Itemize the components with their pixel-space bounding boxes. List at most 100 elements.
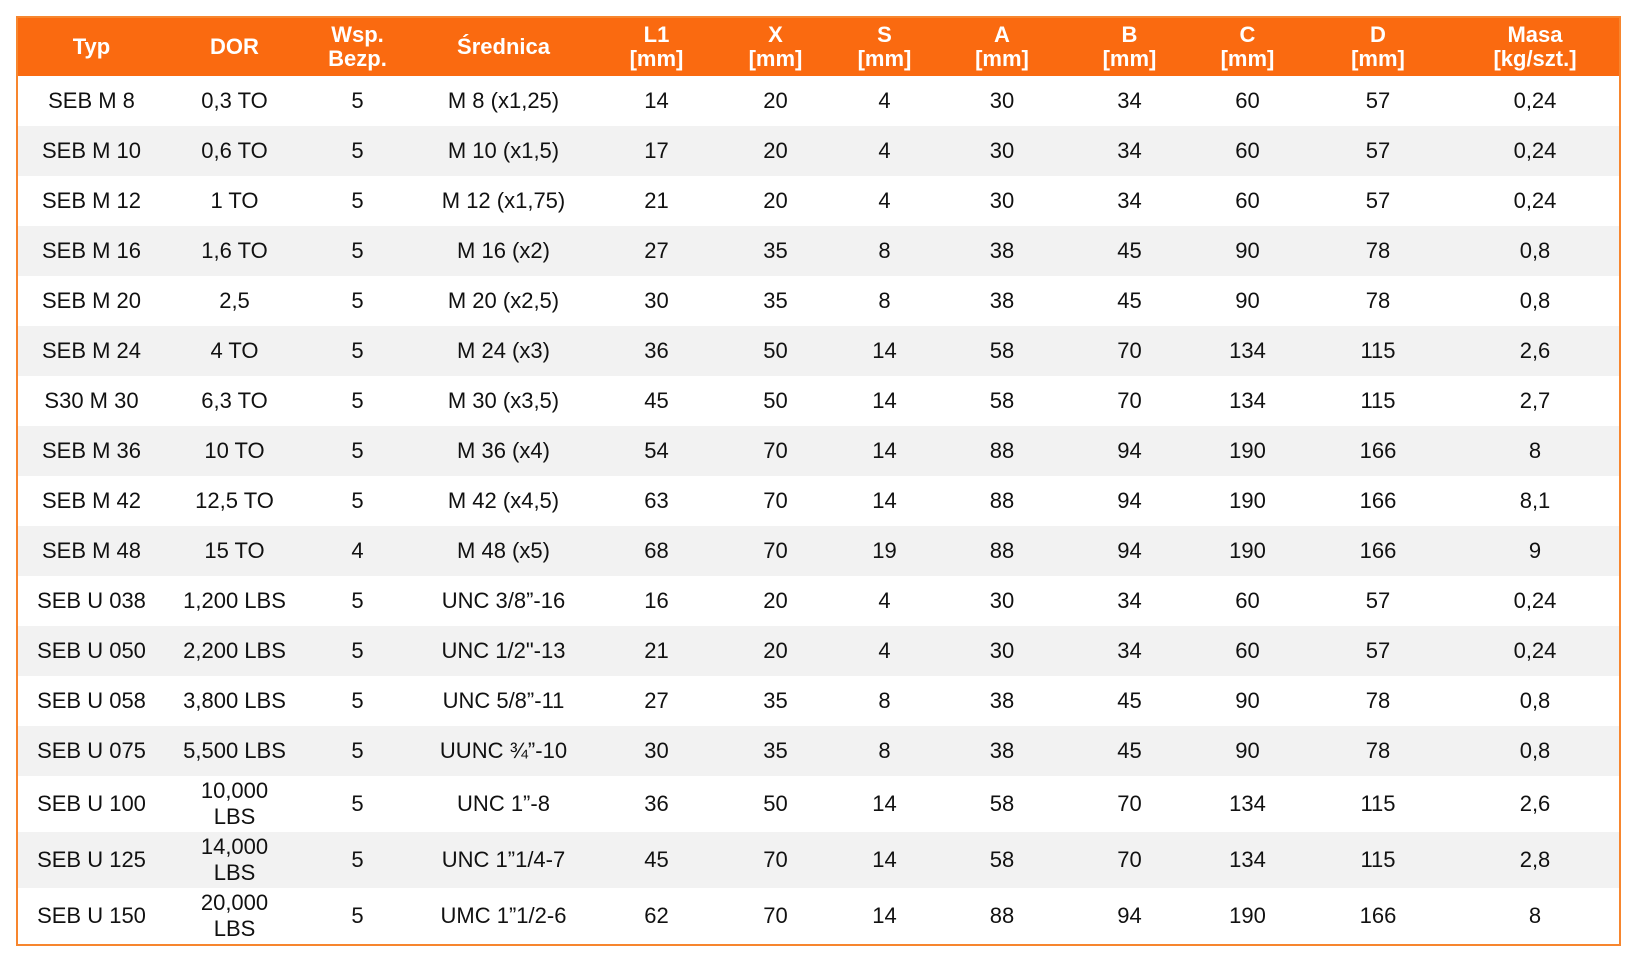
table-cell: 4 bbox=[878, 88, 891, 113]
table-cell: 2,6 bbox=[1519, 791, 1551, 816]
table-row: SEB U 058 3,800 LBS 5 UNC 5/8”-11 27 35 8 38 45 9… bbox=[17, 676, 1620, 726]
table-cell: 14 bbox=[834, 832, 935, 888]
table-cell: 8 bbox=[834, 726, 935, 776]
table-cell: 35 bbox=[717, 726, 834, 776]
table-cell: 30 bbox=[596, 726, 717, 776]
table-container: Typ DOR Wsp. Bezp. Średnica L1 [mm] X [mm] S [… bbox=[16, 16, 1621, 946]
table-cell: 9 bbox=[1451, 526, 1620, 576]
table-cell: 0,24 bbox=[1451, 626, 1620, 676]
table-cell: 88 bbox=[935, 526, 1069, 576]
table-cell: SEB U 058 bbox=[37, 688, 146, 713]
table-cell: 134 bbox=[1190, 326, 1305, 376]
table-cell: 4 TO bbox=[165, 326, 304, 376]
table-cell: 14 bbox=[834, 426, 935, 476]
table-cell: SEB M 20 bbox=[41, 288, 142, 313]
table-cell: 38 bbox=[935, 726, 1069, 776]
table-cell: 0,24 bbox=[1513, 188, 1557, 213]
table-cell: 5 bbox=[351, 188, 364, 213]
table-cell: 190 bbox=[1229, 488, 1266, 513]
table-cell: 30 bbox=[644, 288, 669, 313]
table-cell: 134 bbox=[1190, 832, 1305, 888]
table-cell: 5,500 LBS bbox=[165, 726, 304, 776]
table-cell: 90 bbox=[1235, 288, 1260, 313]
table-cell: M 10 (x1,5) bbox=[411, 126, 596, 176]
table-row: SEB U 150 20,000 LBS 5 UMC 1”1/2-6 62 70 14 88 9… bbox=[17, 888, 1620, 945]
table-row: S30 M 30 6,3 TO 5 M 30 (x3,5) 45 50 14 58 70 134 1… bbox=[17, 376, 1620, 426]
header-cell: DOR bbox=[165, 17, 304, 76]
table-cell: 15 TO bbox=[165, 526, 304, 576]
table-cell: 94 bbox=[1069, 426, 1190, 476]
table-cell: 5 bbox=[351, 288, 364, 313]
spec-table: Typ DOR Wsp. Bezp. Średnica L1 [mm] X [mm] S [… bbox=[16, 16, 1621, 946]
table-cell: SEB M 10 bbox=[17, 126, 165, 176]
table-cell: 2,6 bbox=[1451, 326, 1620, 376]
table-cell: 30 bbox=[989, 88, 1015, 113]
table-cell: UNC 3/8”-16 bbox=[441, 588, 566, 613]
table-cell: 1 TO bbox=[210, 188, 259, 213]
table-cell: 4 bbox=[878, 188, 891, 213]
table-cell: 0,8 bbox=[1519, 288, 1551, 313]
table-cell: 5 bbox=[304, 226, 411, 276]
table-cell: 50 bbox=[717, 326, 834, 376]
table-cell: 5 bbox=[304, 726, 411, 776]
table-cell: 60 bbox=[1235, 588, 1260, 613]
table-cell: 115 bbox=[1360, 388, 1396, 413]
table-cell: 115 bbox=[1305, 326, 1451, 376]
table-cell: UNC 1”-8 bbox=[457, 791, 550, 816]
table-cell: 0,24 bbox=[1513, 88, 1557, 113]
table-row: SEB M 24 4 TO 5 M 24 (x3) 36 50 14 58 70 134 115 2,… bbox=[17, 326, 1620, 376]
table-cell: 21 bbox=[644, 188, 669, 213]
table-cell: M 36 (x4) bbox=[411, 426, 596, 476]
table-cell: 34 bbox=[1117, 188, 1142, 213]
table-cell: 60 bbox=[1235, 88, 1260, 113]
table-cell: 0,3 TO bbox=[201, 88, 268, 113]
table-cell: 1,200 LBS bbox=[183, 588, 286, 613]
table-cell: 34 bbox=[1117, 588, 1142, 613]
table-cell: 14 bbox=[872, 488, 897, 513]
header-cell: A [mm] bbox=[935, 17, 1069, 76]
table-cell: 166 bbox=[1359, 488, 1397, 513]
table-cell: 35 bbox=[717, 226, 834, 276]
table-cell: 78 bbox=[1365, 288, 1391, 313]
table-cell: UMC 1”1/2-6 bbox=[440, 903, 567, 928]
table-cell: 30 bbox=[935, 626, 1069, 676]
header-cell: B [mm] bbox=[1069, 17, 1190, 76]
table-cell: SEB M 8 bbox=[48, 88, 135, 113]
table-cell: 58 bbox=[935, 832, 1069, 888]
table-cell: 36 bbox=[596, 326, 717, 376]
table-row: SEB M 12 1 TO 5 M 12 (x1,75) 21 20 4 30 34 60 57 0,… bbox=[17, 176, 1620, 226]
table-cell: 19 bbox=[834, 526, 935, 576]
table-cell: SEB U 038 bbox=[37, 588, 146, 613]
table-cell: 88 bbox=[989, 488, 1015, 513]
table-cell: 0,6 TO bbox=[165, 126, 304, 176]
table-cell: 70 bbox=[763, 903, 788, 928]
table-cell: 57 bbox=[1365, 88, 1391, 113]
table-cell: 3,800 LBS bbox=[183, 688, 286, 713]
table-cell: 70 bbox=[1117, 791, 1142, 816]
table-cell: 4 bbox=[834, 626, 935, 676]
table-cell: 8 bbox=[1451, 426, 1620, 476]
table-cell: 57 bbox=[1365, 188, 1391, 213]
table-cell: 5 bbox=[351, 903, 364, 928]
table-cell: 5 bbox=[351, 488, 364, 513]
table-row: SEB M 36 10 TO 5 M 36 (x4) 54 70 14 88 94 190 166 8 bbox=[17, 426, 1620, 476]
table-cell: 4 bbox=[878, 588, 891, 613]
table-row: SEB U 050 2,200 LBS 5 UNC 1/2"-13 21 20 4 30 34 6… bbox=[17, 626, 1620, 676]
table-row: SEB U 100 10,000 LBS 5 UNC 1”-8 36 50 14 58 70 13… bbox=[17, 776, 1620, 832]
table-cell: 94 bbox=[1117, 488, 1142, 513]
table-cell: 58 bbox=[935, 326, 1069, 376]
table-cell: 27 bbox=[596, 226, 717, 276]
table-cell: SEB U 075 bbox=[17, 726, 165, 776]
table-cell: 190 bbox=[1190, 526, 1305, 576]
table-cell: 12,5 TO bbox=[195, 488, 274, 513]
table-cell: 62 bbox=[644, 903, 669, 928]
table-row: SEB M 42 12,5 TO 5 M 42 (x4,5) 63 70 14 88 94 190… bbox=[17, 476, 1620, 526]
table-cell: 88 bbox=[989, 903, 1015, 928]
table-cell: 10 TO bbox=[165, 426, 304, 476]
table-cell: 14 bbox=[834, 326, 935, 376]
table-cell: 1,6 TO bbox=[165, 226, 304, 276]
table-cell: M 16 (x2) bbox=[411, 226, 596, 276]
table-cell: 70 bbox=[1069, 326, 1190, 376]
table-cell: 38 bbox=[989, 288, 1015, 313]
